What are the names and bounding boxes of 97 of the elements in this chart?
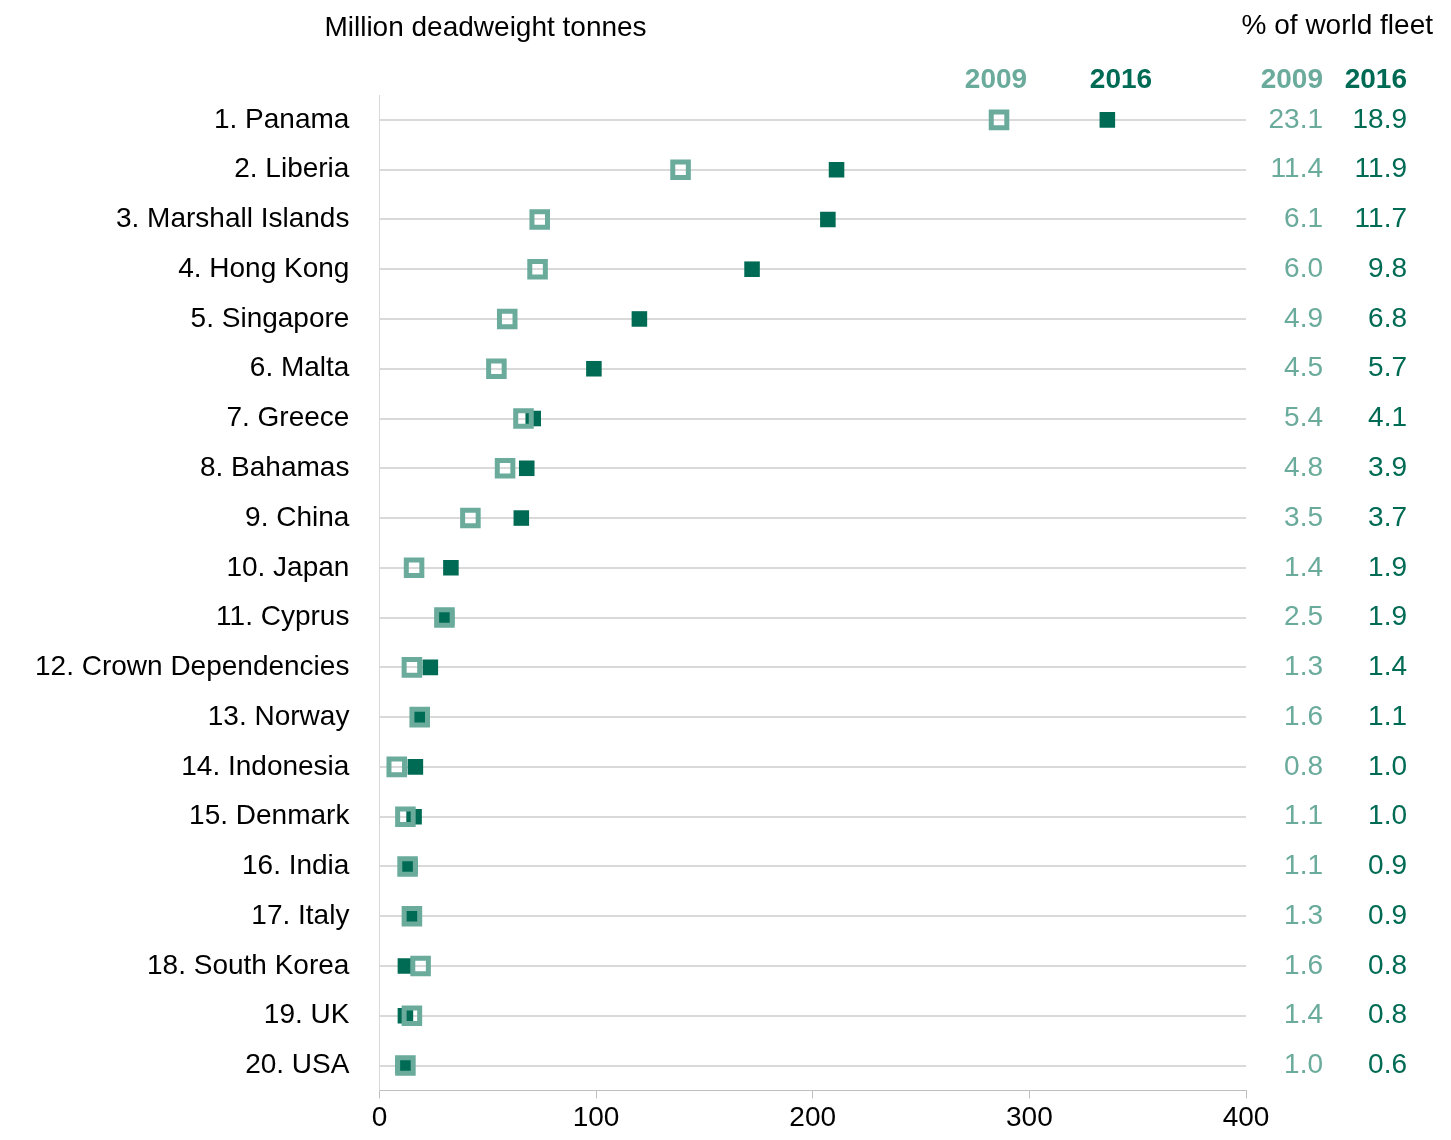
- text: 2009: [1260, 62, 1323, 94]
- y-tick-label: 13. Norway: [207, 699, 350, 731]
- text: 4.8: [1284, 450, 1323, 482]
- text: 4.5: [1284, 351, 1323, 383]
- text: 4.9: [1284, 301, 1323, 333]
- point: [401, 657, 423, 678]
- y-tick-label: 8. Bahamas: [199, 450, 350, 482]
- y-tick-label: 14. Indonesia: [181, 749, 350, 781]
- text: 3.5: [1284, 500, 1323, 532]
- y-tick-label: 6. Malta: [249, 351, 350, 383]
- point: [529, 209, 551, 230]
- text: 6.0: [1284, 251, 1323, 283]
- text: 18.9: [1352, 102, 1407, 134]
- y-tick-label: 10. Japan: [226, 550, 350, 582]
- point: [386, 756, 408, 778]
- text: 2.5: [1284, 600, 1323, 632]
- point: [670, 159, 691, 180]
- text: 9.8: [1368, 251, 1407, 283]
- point: [395, 806, 416, 827]
- y-tick-label: 20. USA: [245, 1048, 350, 1080]
- text: 6.1: [1284, 202, 1323, 234]
- point: [460, 507, 481, 529]
- y-tick-label: 11. Cyprus: [216, 600, 350, 632]
- point: [1099, 112, 1116, 128]
- x-tick-label: 0: [371, 1100, 388, 1132]
- text: 1.1: [1284, 849, 1323, 881]
- text: 0.8: [1284, 749, 1323, 781]
- text: 1.4: [1368, 650, 1407, 682]
- x-tick-label: 400: [1222, 1100, 1270, 1132]
- text: 1.1: [1284, 799, 1323, 831]
- chart-title: Million deadweight tonnes: [324, 10, 647, 42]
- text: 2016: [1344, 62, 1407, 94]
- text: 11.9: [1354, 152, 1407, 184]
- text: 11.7: [1354, 202, 1407, 234]
- text: 1.4: [1284, 550, 1323, 582]
- x-tick-label: 300: [1005, 1100, 1053, 1132]
- point: [410, 955, 431, 977]
- y-tick-label: 4. Hong Kong: [178, 251, 350, 283]
- x-tick-label: 200: [789, 1100, 837, 1132]
- text: 0.6: [1368, 1048, 1407, 1080]
- text: 5.7: [1368, 351, 1407, 383]
- point: [494, 458, 516, 479]
- y-tick-label: 3. Marshall Islands: [115, 202, 350, 234]
- point: [486, 358, 507, 380]
- text: 23.1: [1268, 102, 1323, 134]
- text: 0.8: [1368, 948, 1407, 980]
- point: [820, 211, 836, 228]
- y-tick-label: 12. Crown Dependencies: [34, 650, 350, 682]
- point: [443, 560, 459, 576]
- point: [513, 510, 530, 526]
- y-tick-label: 2. Liberia: [234, 152, 350, 184]
- text: 6.8: [1368, 301, 1407, 333]
- point: [422, 659, 439, 676]
- text: 11.4: [1270, 152, 1323, 184]
- y-tick-label: 9. China: [245, 500, 350, 532]
- text: 0.9: [1368, 849, 1407, 881]
- text: 1.0: [1284, 1048, 1323, 1080]
- x-tick-label: 100: [572, 1100, 620, 1132]
- series-label: 2016: [1089, 62, 1153, 94]
- text: 5.4: [1284, 401, 1323, 433]
- y-tick-label: 19. UK: [263, 998, 350, 1030]
- text: 4.1: [1368, 401, 1407, 433]
- point: [988, 109, 1010, 131]
- y-tick-label: 15. Denmark: [189, 799, 351, 831]
- text: 0.9: [1368, 898, 1407, 930]
- y-tick-label: 17. Italy: [251, 898, 350, 930]
- text: 3.9: [1368, 450, 1407, 482]
- text: 1.0: [1368, 799, 1407, 831]
- point: [403, 557, 425, 579]
- text: 1.3: [1284, 650, 1323, 682]
- text: 1.6: [1284, 699, 1323, 731]
- y-tick-label: 1. Panama: [213, 102, 350, 134]
- text: 0.8: [1368, 998, 1407, 1030]
- text: 1.0: [1368, 749, 1407, 781]
- point: [496, 308, 518, 330]
- point: [407, 759, 424, 775]
- text: 1.3: [1284, 898, 1323, 930]
- y-tick-label: 16. India: [241, 849, 350, 881]
- point: [586, 360, 602, 377]
- text: 1.6: [1284, 948, 1323, 980]
- text: 3.7: [1368, 500, 1407, 532]
- point: [401, 1005, 423, 1027]
- point: [518, 460, 535, 477]
- text: 1.9: [1368, 600, 1407, 632]
- point: [744, 261, 760, 277]
- text: 1.4: [1284, 998, 1323, 1030]
- text: 1.1: [1368, 699, 1407, 731]
- point: [527, 258, 548, 280]
- series-label: 2009: [964, 62, 1028, 94]
- point: [828, 161, 845, 178]
- point: [631, 311, 648, 327]
- y-tick-label: 7. Greece: [226, 401, 350, 433]
- y-tick-label: 18. South Korea: [147, 948, 350, 980]
- text: 1.9: [1368, 550, 1407, 582]
- point: [513, 408, 534, 429]
- y-tick-label: 5. Singapore: [190, 301, 350, 333]
- text: % of world fleet: [1241, 8, 1434, 40]
